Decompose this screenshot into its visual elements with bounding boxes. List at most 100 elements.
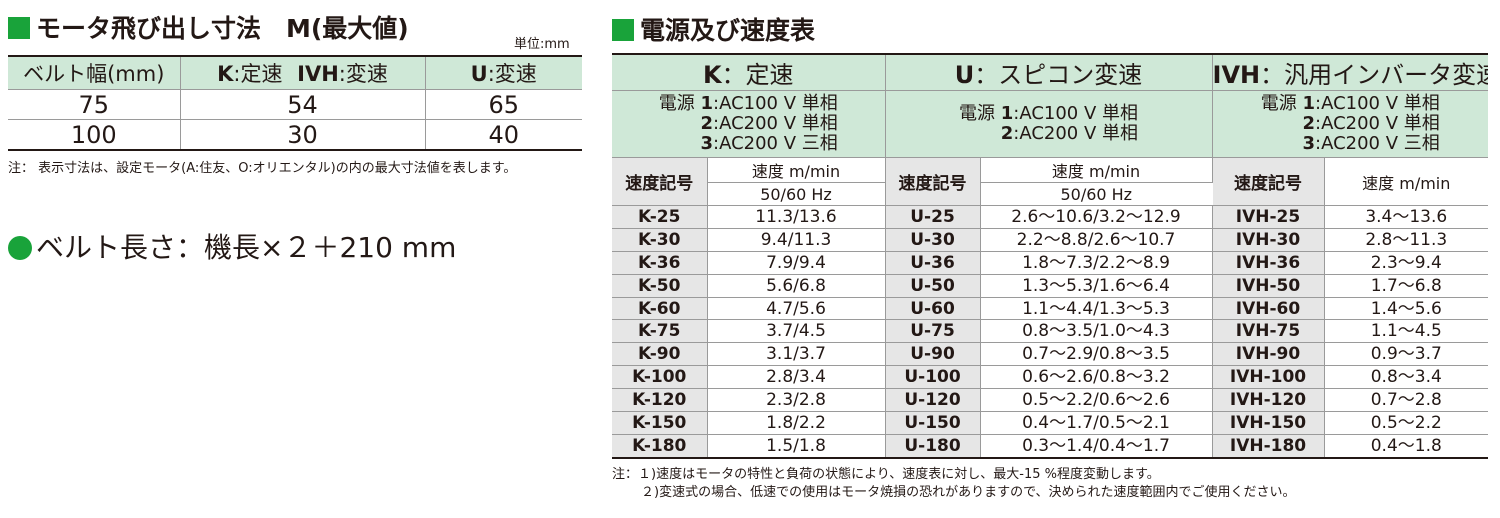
table-row: K-75 3.7/4.5 U-75 0.8〜3.5/1.0〜4.3 IVH-75 1.1〜… bbox=[612, 319, 1489, 344]
k-ivh-header: K:定速 IVH:変速 bbox=[180, 56, 426, 90]
belt-width-cell: 100 bbox=[8, 119, 181, 150]
u-speed-header: 速度 m/min bbox=[980, 157, 1213, 183]
table-header-row: ベルト幅(mm) K:定速 IVH:変速 U:変速 bbox=[8, 56, 582, 90]
ivh-code-cell: IVH-120 bbox=[1212, 388, 1325, 413]
ivh-code-cell: IVH-150 bbox=[1212, 411, 1325, 435]
u-speed-cell: 0.4〜1.7/0.5〜2.1 bbox=[980, 411, 1213, 435]
k-speed-cell: 1.5/1.8 bbox=[707, 434, 886, 458]
power-k-cell: 電源 1:AC100 V 単相 電源 2:AC200 V 単相 電源 3:AC2… bbox=[612, 90, 886, 158]
table-row: K-120 2.3/2.8 U-120 0.5〜2.2/0.6〜2.6 IVH-120 0… bbox=[612, 388, 1489, 413]
u-code-cell: U-36 bbox=[885, 251, 981, 275]
u-code-cell: U-150 bbox=[885, 411, 981, 435]
dimension-note: 注： 表示寸法は、設定モータ(A:住友、O:オリエンタル)の内の最大寸法値を表し… bbox=[8, 161, 517, 176]
ivh-code-cell: IVH-60 bbox=[1212, 297, 1325, 321]
k-speed-header: 速度 m/min bbox=[707, 157, 886, 183]
k-speed-cell: 5.6/6.8 bbox=[707, 274, 886, 298]
table-row: K-60 4.7/5.6 U-60 1.1〜4.4/1.3〜5.3 IVH-60 1.4〜… bbox=[612, 297, 1489, 321]
ivh-speed-cell: 1.7〜6.8 bbox=[1324, 274, 1489, 298]
u-speed-cell: 0.8〜3.5/1.0〜4.3 bbox=[980, 319, 1213, 344]
u-speed-cell: 1.1〜4.4/1.3〜5.3 bbox=[980, 297, 1213, 321]
k-speed-cell: 4.7/5.6 bbox=[707, 297, 886, 321]
group-k-header: K：定速 bbox=[612, 54, 886, 91]
speed-table-heading: 電源及び速度表 bbox=[612, 16, 815, 46]
k-code-cell: K-180 bbox=[612, 434, 708, 458]
speed-note-2: ２)変速式の場合、低速での使用はモータ焼損の恐れがありますので、決められた速度範… bbox=[641, 485, 1296, 500]
sub-header-row: 速度記号 速度 m/min 速度記号 速度 m/min 速度記号 速度 m/mi… bbox=[612, 157, 1489, 206]
k-speed-cell: 2.8/3.4 bbox=[707, 365, 886, 390]
u-code-cell: U-25 bbox=[885, 205, 981, 229]
unit-label: 単位:mm bbox=[514, 37, 570, 52]
ivh-code-cell: IVH-36 bbox=[1212, 251, 1325, 275]
motor-dimension-heading: モータ飛び出し寸法 M(最大値) bbox=[8, 14, 409, 44]
table-row: K-100 2.8/3.4 U-100 0.6〜2.6/0.8〜3.2 IVH-100 0… bbox=[612, 365, 1489, 390]
ivh-code-cell: IVH-180 bbox=[1212, 434, 1325, 458]
u-hz-header: 50/60 Hz bbox=[980, 182, 1213, 206]
ivh-speed-cell: 2.8〜11.3 bbox=[1324, 228, 1489, 252]
table-row: 75 54 65 bbox=[8, 89, 582, 120]
u-code-cell: U-180 bbox=[885, 434, 981, 458]
belt-width-cell: 75 bbox=[8, 89, 181, 120]
u-code-cell: U-90 bbox=[885, 342, 981, 367]
k-code-cell: K-100 bbox=[612, 365, 708, 390]
u-code-cell: U-120 bbox=[885, 388, 981, 413]
speed-note-1: 注：１)速度はモータの特性と負荷の状態により、速度表に対し、最大-15 %程度変… bbox=[612, 467, 1160, 482]
green-square-icon bbox=[8, 17, 30, 39]
u-code-cell: U-30 bbox=[885, 228, 981, 252]
k-code-cell: K-36 bbox=[612, 251, 708, 275]
k-code-cell: K-30 bbox=[612, 228, 708, 252]
k-speed-cell: 3.1/3.7 bbox=[707, 342, 886, 367]
ivh-code-cell: IVH-50 bbox=[1212, 274, 1325, 298]
ivh-code-cell: IVH-90 bbox=[1212, 342, 1325, 367]
k-code-cell: K-60 bbox=[612, 297, 708, 321]
ivh-code-cell: IVH-75 bbox=[1212, 319, 1325, 344]
group-header-row: K：定速 U：スピコン変速 IVH：汎用インバータ変速 bbox=[612, 54, 1489, 91]
ivh-speed-cell: 2.3〜9.4 bbox=[1324, 251, 1489, 275]
k-code-cell: K-25 bbox=[612, 205, 708, 229]
k-code-header: 速度記号 bbox=[612, 157, 708, 206]
u-code-header: 速度記号 bbox=[885, 157, 981, 206]
table-row: K-150 1.8/2.2 U-150 0.4〜1.7/0.5〜2.1 IVH-150 0… bbox=[612, 411, 1489, 435]
speed-table: K：定速 U：スピコン変速 IVH：汎用インバータ変速 電源 1:AC100 V… bbox=[612, 53, 1489, 459]
hz-header-row: 50/60 Hz 50/60 Hz bbox=[612, 182, 1488, 206]
u-code-cell: U-75 bbox=[885, 319, 981, 344]
u-code-cell: U-60 bbox=[885, 297, 981, 321]
k-hz-header: 50/60 Hz bbox=[707, 182, 886, 206]
ivh-speed-cell: 3.4〜13.6 bbox=[1324, 205, 1489, 229]
power-ivh-cell: 電源 1:AC100 V 単相 電源 2:AC200 V 単相 電源 3:AC2… bbox=[1212, 90, 1489, 158]
u-speed-cell: 0.5〜2.2/0.6〜2.6 bbox=[980, 388, 1213, 413]
k-speed-cell: 1.8/2.2 bbox=[707, 411, 886, 435]
ivh-code-cell: IVH-30 bbox=[1212, 228, 1325, 252]
power-row: 電源 1:AC100 V 単相 電源 2:AC200 V 単相 電源 3:AC2… bbox=[612, 90, 1489, 158]
k-speed-cell: 11.3/13.6 bbox=[707, 205, 886, 229]
ivh-speed-cell: 1.1〜4.5 bbox=[1324, 319, 1489, 344]
u-code-cell: U-100 bbox=[885, 365, 981, 390]
k-speed-cell: 3.7/4.5 bbox=[707, 319, 886, 344]
ivh-speed-cell: 0.5〜2.2 bbox=[1324, 411, 1489, 435]
u-speed-cell: 0.6〜2.6/0.8〜3.2 bbox=[980, 365, 1213, 390]
ivh-speed-cell: 0.8〜3.4 bbox=[1324, 365, 1489, 390]
ivh-speed-cell: 0.7〜2.8 bbox=[1324, 388, 1489, 413]
ivh-code-cell: IVH-25 bbox=[1212, 205, 1325, 229]
u-speed-cell: 1.3〜5.3/1.6〜6.4 bbox=[980, 274, 1213, 298]
u-speed-cell: 2.2〜8.8/2.6〜10.7 bbox=[980, 228, 1213, 252]
k-code-cell: K-150 bbox=[612, 411, 708, 435]
k-speed-cell: 7.9/9.4 bbox=[707, 251, 886, 275]
k-code-cell: K-120 bbox=[612, 388, 708, 413]
ivh-speed-cell: 0.9〜3.7 bbox=[1324, 342, 1489, 367]
table-row: K-30 9.4/11.3 U-30 2.2〜8.8/2.6〜10.7 IVH-30 2.… bbox=[612, 228, 1489, 252]
table-row: K-50 5.6/6.8 U-50 1.3〜5.3/1.6〜6.4 IVH-50 1.7〜… bbox=[612, 274, 1489, 298]
table-row: K-36 7.9/9.4 U-36 1.8〜7.3/2.2〜8.9 IVH-36 2.3〜… bbox=[612, 251, 1489, 275]
ivh-code-header: 速度記号 bbox=[1212, 157, 1325, 206]
ivh-speed-cell: 1.4〜5.6 bbox=[1324, 297, 1489, 321]
group-u-header: U：スピコン変速 bbox=[885, 54, 1213, 91]
ivh-speed-header: 速度 m/min bbox=[1324, 157, 1489, 206]
belt-width-header: ベルト幅(mm) bbox=[8, 56, 181, 90]
table-row: K-180 1.5/1.8 U-180 0.3〜1.4/0.4〜1.7 IVH-180 0… bbox=[612, 434, 1488, 458]
group-ivh-header: IVH：汎用インバータ変速 bbox=[1212, 54, 1489, 91]
green-square-icon bbox=[612, 19, 634, 41]
k-ivh-cell: 30 bbox=[180, 119, 426, 150]
table-row: K-25 11.3/13.6 U-25 2.6〜10.6/3.2〜12.9 IVH-25… bbox=[612, 205, 1489, 229]
belt-length-line: ベルト長さ：機長×２＋210 mm bbox=[8, 226, 456, 266]
motor-dimension-table: ベルト幅(mm) K:定速 IVH:変速 U:変速 75 54 65 100 3… bbox=[8, 55, 582, 151]
u-speed-cell: 1.8〜7.3/2.2〜8.9 bbox=[980, 251, 1213, 275]
